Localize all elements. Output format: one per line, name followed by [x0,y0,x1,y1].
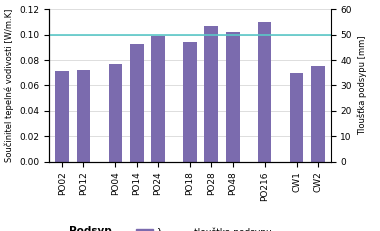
Bar [109,64,122,162]
Bar [76,70,90,162]
Bar [151,36,165,162]
Text: Podsyp: Podsyp [68,226,111,231]
Bar [204,26,218,162]
Bar [130,43,144,162]
Legend: λ, tlouštka podsypu: λ, tlouštka podsypu [133,224,276,231]
Y-axis label: Součinitel tepelné vodivosti [W/m.K]: Součinitel tepelné vodivosti [W/m.K] [5,9,14,162]
Bar [258,22,271,162]
Bar [55,72,69,162]
Bar [183,42,197,162]
Bar [226,32,239,162]
Bar [290,73,304,162]
Y-axis label: Tloušťka podsypu [mm]: Tloušťka podsypu [mm] [357,36,367,135]
Bar [311,67,325,162]
